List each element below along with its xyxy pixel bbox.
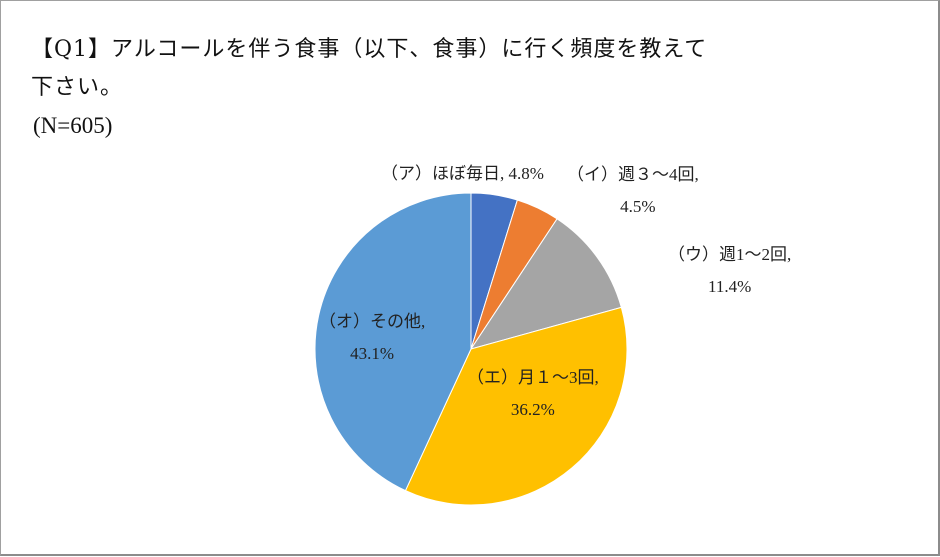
data-label-u-value: 11.4% [707, 277, 752, 296]
title-line-1: 【Q1】アルコールを伴う食事（以下、食事）に行く頻度を教えて [31, 37, 708, 62]
data-label-o-text: （オ）その他, [319, 312, 426, 331]
title-line-2: 下さい。 [31, 75, 124, 100]
data-label-i: （イ）週３～4回, 4.5% [567, 159, 699, 223]
pie-slice-u [469, 218, 622, 350]
data-label-i-text: （イ）週３～4回, [567, 165, 699, 184]
data-label-a: （ア）ほぼ毎日, 4.8% [381, 158, 544, 190]
sample-size-label: (N=605) [33, 113, 113, 138]
data-label-i-value: 4.5% [620, 197, 656, 216]
data-label-e-value: 36.2% [510, 400, 555, 419]
data-label-o-value: 43.1% [350, 344, 395, 363]
data-label-a-text: （ア）ほぼ毎日, 4.8% [381, 164, 544, 183]
pie-slice-o [314, 192, 472, 492]
chart-title: 【Q1】アルコールを伴う食事（以下、食事）に行く頻度を教えて 下さい。 [31, 31, 791, 107]
data-label-e-text: （エ）月１～3回, [467, 368, 599, 387]
data-label-u: （ウ）週1～2回, 11.4% [668, 239, 791, 303]
pie-slice-e [404, 306, 628, 506]
data-label-e: （エ）月１～3回, 36.2% [467, 362, 599, 426]
data-label-u-text: （ウ）週1～2回, [668, 245, 792, 264]
data-label-o: （オ）その他, 43.1% [319, 306, 425, 370]
